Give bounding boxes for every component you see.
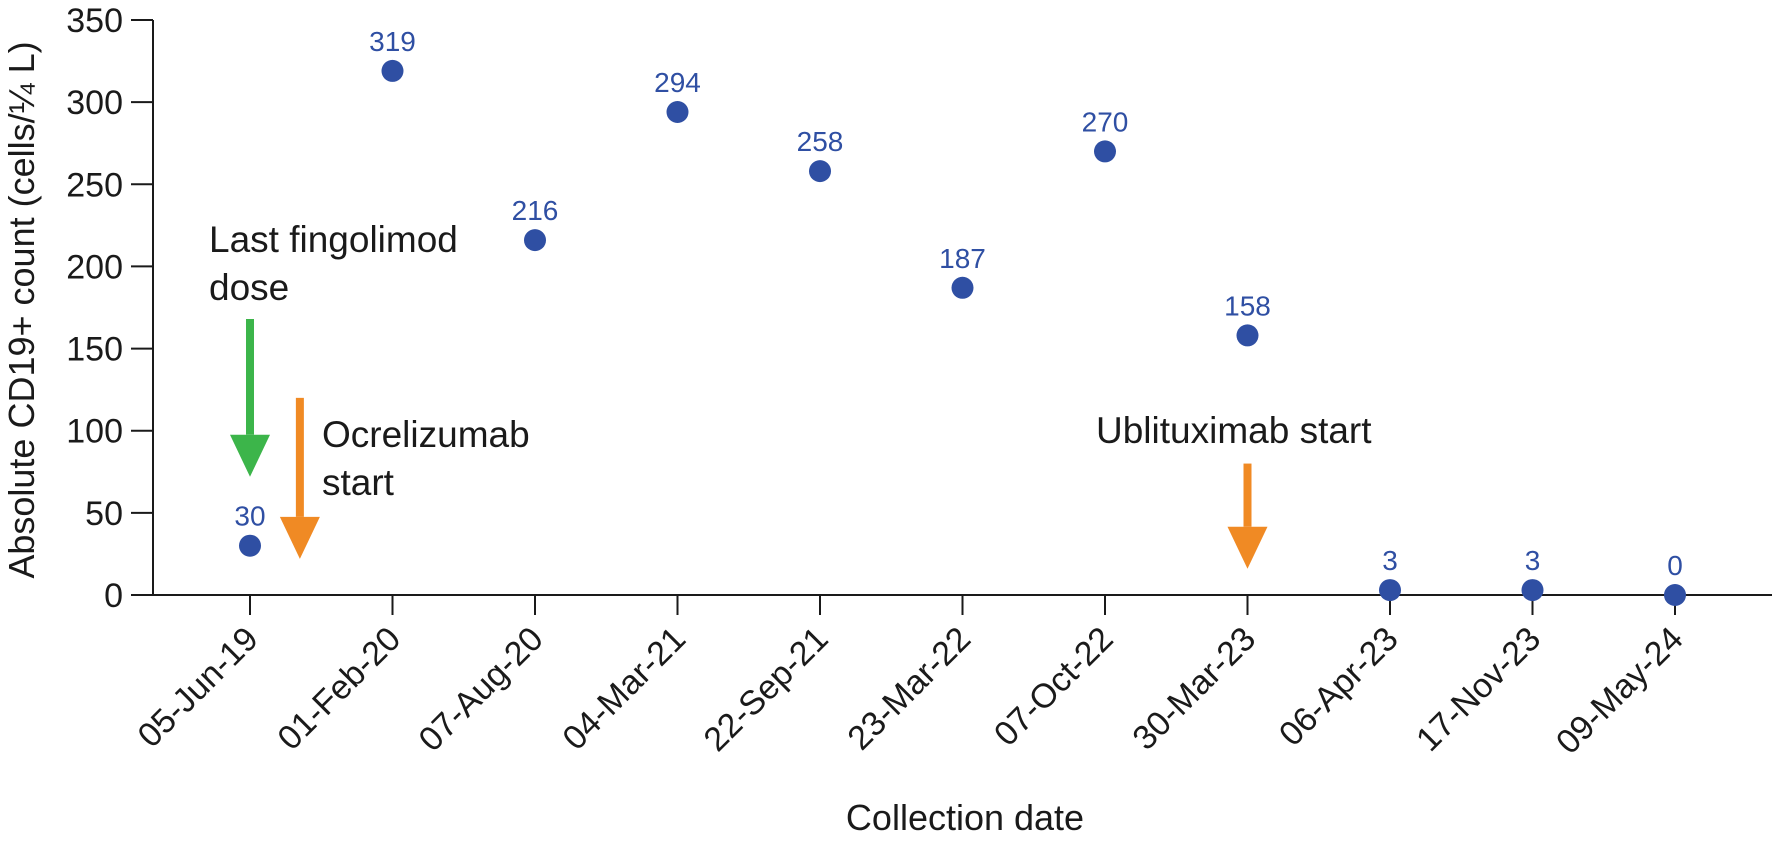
y-tick-label: 200 <box>66 248 123 286</box>
data-label: 258 <box>797 126 844 157</box>
data-label: 187 <box>939 243 986 274</box>
data-label: 0 <box>1667 550 1683 581</box>
x-tick-label: 30-Mar-23 <box>1125 620 1263 758</box>
y-tick-label: 0 <box>104 577 123 615</box>
data-label: 294 <box>654 67 701 98</box>
data-point <box>809 160 831 183</box>
fingolimod-arrow-shaft <box>246 319 254 435</box>
data-point <box>381 59 404 82</box>
x-axis-title: Collection date <box>846 797 1084 838</box>
fingolimod-annotation-text: Last fingolimod <box>209 219 458 260</box>
ublituximab-arrow-shaft <box>1243 463 1252 527</box>
data-label: 3 <box>1382 545 1398 576</box>
data-point <box>666 101 689 123</box>
data-point <box>524 229 546 252</box>
ocrelizumab-arrow-shaft <box>295 397 304 517</box>
x-tick-label: 07-Aug-20 <box>412 620 551 759</box>
data-label: 30 <box>234 501 265 532</box>
ocrelizumab-arrow-head <box>279 516 320 559</box>
x-tick-label: 22-Sep-21 <box>697 620 836 759</box>
x-tick-label: 01-Feb-20 <box>270 620 408 758</box>
y-axis-ticks: 0 50 100 150 200 250 300 350 <box>66 2 153 615</box>
data-label: 319 <box>369 26 416 57</box>
fingolimod-arrow-head <box>230 434 270 477</box>
x-tick-label: 04-Mar-21 <box>555 620 693 758</box>
data-label: 158 <box>1224 290 1271 321</box>
y-tick-label: 100 <box>66 413 123 451</box>
data-point <box>951 276 974 299</box>
y-tick-label: 300 <box>66 84 123 122</box>
data-point <box>1521 579 1544 602</box>
ublituximab-annotation-text: Ublituximab start <box>1096 410 1372 451</box>
x-tick-label: 05-Jun-19 <box>131 620 266 755</box>
axes <box>152 20 1772 596</box>
y-tick-label: 50 <box>85 495 123 533</box>
annotations: Last fingolimod dose Ocrelizumab start Ublit… <box>209 219 1372 569</box>
fingolimod-annotation-text: dose <box>209 267 289 308</box>
ocrelizumab-annotation-text: start <box>322 462 395 503</box>
data-point <box>1664 584 1686 606</box>
x-axis-ticks: 05-Jun-19 01-Feb-20 07-Aug-20 04-Mar-21 22-S… <box>131 595 1691 762</box>
data-point <box>1236 324 1259 347</box>
ocrelizumab-annotation-text: Ocrelizumab <box>322 414 530 455</box>
y-tick-label: 150 <box>66 331 123 369</box>
data-label: 270 <box>1082 106 1129 137</box>
x-tick-label: 07-Oct-22 <box>987 620 1121 754</box>
ublituximab-arrow-head <box>1227 526 1268 569</box>
x-tick-label: 09-May-24 <box>1549 620 1691 762</box>
data-point <box>239 534 261 557</box>
x-tick-label: 17-Nov-23 <box>1409 620 1548 759</box>
data-label: 3 <box>1525 545 1541 576</box>
data-point <box>1379 579 1401 602</box>
x-tick-label: 23-Mar-22 <box>840 620 978 758</box>
x-tick-label: 06-Apr-23 <box>1272 620 1406 754</box>
data-label: 216 <box>512 195 559 226</box>
data-point <box>1094 140 1116 163</box>
y-tick-label: 250 <box>66 166 123 204</box>
y-axis-title: Absolute CD19+ count (cells/¼ L) <box>1 41 42 578</box>
y-tick-label: 350 <box>66 2 123 40</box>
